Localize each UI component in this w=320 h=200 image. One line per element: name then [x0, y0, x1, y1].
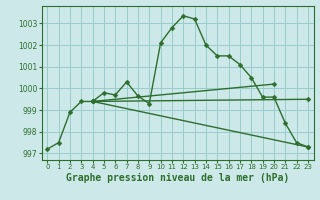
X-axis label: Graphe pression niveau de la mer (hPa): Graphe pression niveau de la mer (hPa)	[66, 173, 289, 183]
